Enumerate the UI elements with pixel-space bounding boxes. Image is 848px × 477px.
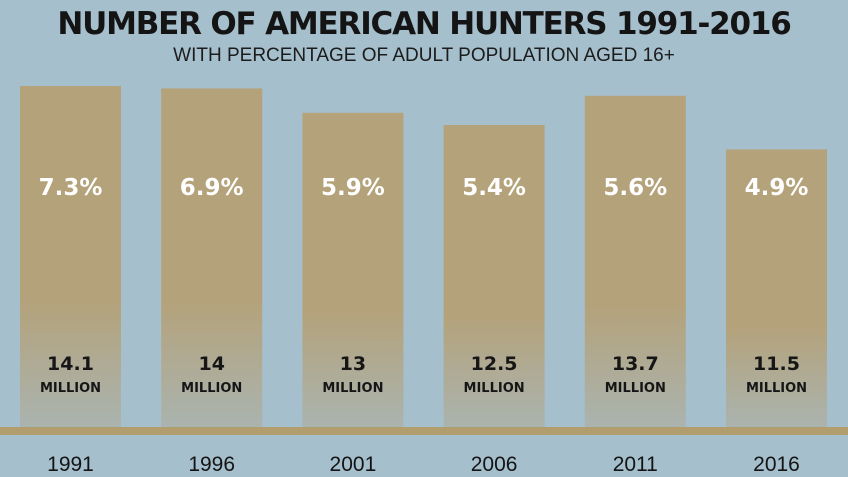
labels-layer: 7.3% 14.1 MILLION 1991 6.9% 14 MILLION 1996 5.9%… [39,175,809,476]
unit-label-2016: MILLION [746,381,807,396]
x-tick-label-1991: 1991 [47,453,94,476]
unit-label-2006: MILLION [464,381,525,396]
percent-label-2011: 5.6% [603,175,667,201]
chart-baseline [0,427,848,435]
percent-label-1996: 6.9% [180,175,244,201]
bar-2006 [443,125,545,430]
value-label-2016: 11.5 [753,353,800,375]
x-tick-label-2001: 2001 [330,453,377,476]
bars-layer [20,86,827,431]
bar-2016 [726,149,827,430]
unit-label-2011: MILLION [605,381,666,396]
unit-label-1991: MILLION [40,381,101,396]
unit-label-1996: MILLION [181,381,242,396]
percent-label-2001: 5.9% [321,175,385,201]
chart-title: NUMBER OF AMERICAN HUNTERS 1991-2016 [57,6,791,42]
value-label-2006: 12.5 [471,353,518,375]
x-tick-label-2006: 2006 [471,453,518,476]
percent-label-2006: 5.4% [462,175,526,201]
value-label-2001: 13 [340,353,366,375]
x-tick-label-1996: 1996 [188,453,235,476]
value-label-2011: 13.7 [612,353,659,375]
bar-1996 [161,88,263,431]
unit-label-2001: MILLION [322,381,383,396]
chart-subtitle: WITH PERCENTAGE OF ADULT POPULATION AGED… [173,45,675,66]
bar-2011 [584,95,686,431]
bar-1991 [20,86,121,430]
value-label-1991: 14.1 [47,353,94,375]
x-tick-label-2016: 2016 [753,453,800,476]
percent-label-1991: 7.3% [39,175,103,201]
x-tick-label-2011: 2011 [613,453,658,476]
bar-2001 [302,112,404,431]
percent-label-2016: 4.9% [745,175,809,201]
value-label-1996: 14 [198,353,224,375]
